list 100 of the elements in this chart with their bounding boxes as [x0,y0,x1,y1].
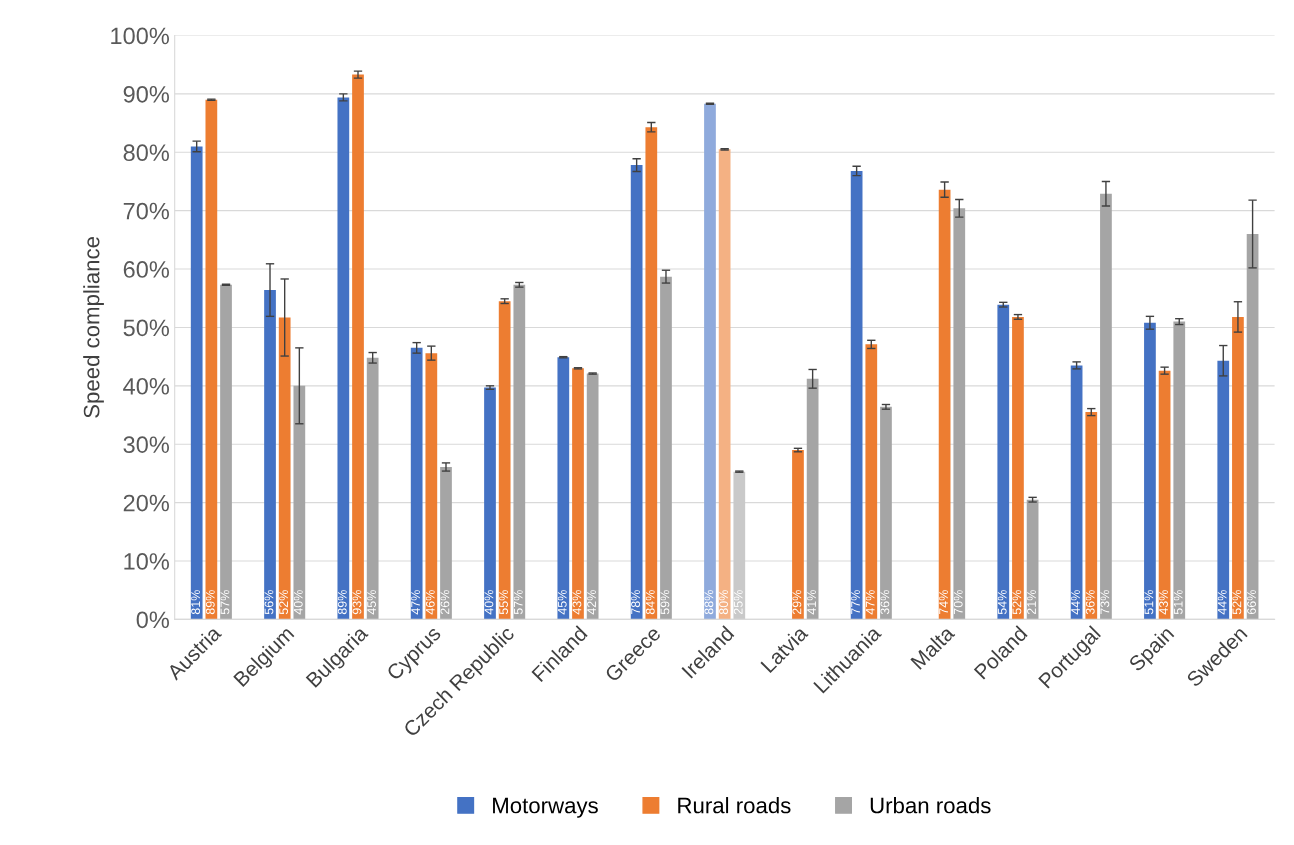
bar [1070,365,1083,620]
bar [733,471,746,620]
data-label: 21% [1027,590,1036,615]
data-label: 29% [792,590,802,615]
bar [1232,316,1244,620]
bar [498,301,511,620]
data-label: 80% [719,590,728,615]
data-label: 73% [1100,590,1110,615]
legend-label: Rural roads [678,797,791,814]
data-label: 66% [1247,590,1256,615]
data-label: 84% [645,590,655,615]
data-label: 45% [367,590,377,615]
bar [1217,360,1230,620]
bar [1158,370,1171,620]
y-axis-title: Speed compliance [83,237,104,418]
bar [1085,412,1098,620]
bar [660,276,672,620]
y-tick-label: 80% [123,144,169,162]
bar [425,353,438,620]
y-tick-label: 90% [123,85,169,103]
data-label: 51% [1144,590,1154,615]
y-tick-label: 20% [123,494,169,512]
data-label: 52% [279,590,289,615]
data-label: 57% [220,590,230,615]
data-label: 43% [1159,590,1168,615]
bar [1246,234,1259,620]
data-label: 52% [1012,590,1022,615]
bar [337,97,350,620]
bar [484,387,496,620]
bar [645,127,658,620]
data-label: 46% [425,590,435,615]
bar [1012,316,1024,620]
legend-label: Urban roads [870,797,991,814]
data-label: 42% [587,590,596,615]
legend-label: Motorways [493,797,598,818]
bar [572,368,584,620]
data-label: 47% [411,590,420,615]
data-label: 44% [1071,590,1080,615]
data-label: 55% [499,590,509,615]
bar [557,357,570,620]
y-tick-label: 70% [123,202,169,220]
bar [704,103,716,620]
bar [293,385,306,620]
data-label: 56% [264,590,274,615]
bar [190,146,203,620]
y-tick-label: 10% [124,553,169,570]
data-label: 93% [352,590,362,615]
y-tick-label: 40% [123,377,169,395]
bar [865,344,878,620]
bar [1100,193,1112,620]
bar [410,347,423,620]
bar [997,304,1010,620]
data-label: 44% [1217,590,1227,615]
bar [513,284,526,620]
data-label: 26% [440,590,450,615]
data-label: 57% [513,590,523,615]
bar [806,378,819,620]
data-label: 54% [997,590,1007,615]
data-label: 52% [1232,590,1242,615]
data-label: 41% [807,590,816,615]
data-label: 47% [865,590,875,615]
bar [586,373,599,620]
data-label: 40% [484,590,494,615]
y-tick-label: 0% [136,611,169,629]
bar [792,450,804,620]
y-tick-label: 50% [123,319,169,337]
bar [220,284,232,620]
data-label: 70% [953,590,963,615]
data-label: 74% [939,590,948,615]
y-tick-label: 100% [111,27,169,45]
data-label: 36% [880,590,890,615]
bar [264,290,276,620]
bar [440,466,452,620]
data-label: 59% [660,590,670,615]
data-label: 36% [1085,590,1095,615]
bar [1026,499,1039,620]
bar [953,208,966,620]
bar [1144,322,1156,620]
bar [205,99,218,620]
data-label: 89% [205,590,215,615]
data-label: 43% [572,590,582,615]
data-label: 51% [1173,590,1183,615]
y-tick-label: 30% [123,436,169,453]
bar [366,357,379,620]
bar [850,170,863,620]
bar [352,74,364,620]
data-label: 40% [293,590,303,615]
bar [1173,321,1186,620]
bar [718,149,731,620]
data-label: 77% [851,590,860,615]
data-label: 89% [337,590,347,615]
y-tick-label: 60% [123,261,169,278]
data-label: 45% [557,590,567,615]
data-label: 81% [191,590,201,615]
data-label: 88% [704,590,714,615]
bar [938,189,951,620]
data-label: 78% [631,590,640,615]
bar [278,317,291,620]
bar [630,165,643,620]
bar [880,406,892,620]
